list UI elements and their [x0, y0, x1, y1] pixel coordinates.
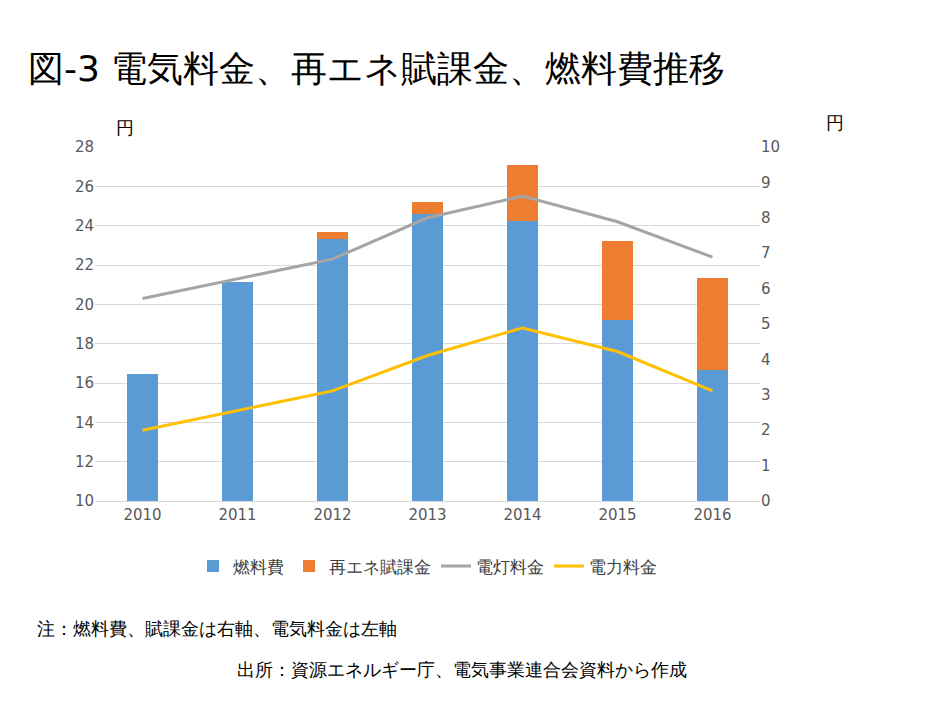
svg-text:注：燃料費、賦課金は右軸、電気料金は左軸: 注：燃料費、賦課金は右軸、電気料金は左軸 [37, 618, 397, 639]
svg-text:22: 22 [75, 256, 94, 274]
svg-text:18: 18 [75, 335, 94, 353]
svg-text:10: 10 [75, 492, 94, 510]
svg-text:2016: 2016 [693, 506, 731, 524]
svg-text:5: 5 [761, 315, 771, 333]
svg-text:2014: 2014 [503, 506, 541, 524]
svg-text:2010: 2010 [123, 506, 161, 524]
svg-text:図-3 電気料金、再エネ賦課金、燃料費推移: 図-3 電気料金、再エネ賦課金、燃料費推移 [28, 48, 725, 89]
svg-text:9: 9 [761, 174, 771, 192]
svg-text:4: 4 [761, 351, 771, 369]
svg-text:12: 12 [75, 453, 94, 471]
svg-text:8: 8 [761, 209, 771, 227]
svg-text:20: 20 [75, 296, 94, 314]
svg-text:7: 7 [761, 244, 771, 262]
svg-text:2013: 2013 [408, 506, 446, 524]
svg-text:1: 1 [761, 457, 771, 475]
svg-text:電灯料金: 電灯料金 [476, 557, 544, 577]
svg-text:14: 14 [75, 414, 94, 432]
svg-text:3: 3 [761, 386, 771, 404]
svg-text:出所：資源エネルギー庁、電気事業連合会資料から作成: 出所：資源エネルギー庁、電気事業連合会資料から作成 [237, 659, 687, 680]
svg-text:28: 28 [75, 138, 94, 156]
svg-text:円: 円 [116, 117, 134, 138]
svg-text:2011: 2011 [218, 506, 256, 524]
svg-text:6: 6 [761, 280, 771, 298]
svg-text:燃料費: 燃料費 [233, 557, 284, 577]
svg-text:10: 10 [761, 138, 780, 156]
svg-text:再エネ賦課金: 再エネ賦課金 [329, 557, 431, 577]
svg-text:26: 26 [75, 178, 94, 196]
svg-text:円: 円 [826, 112, 844, 133]
svg-text:2012: 2012 [313, 506, 351, 524]
svg-text:2: 2 [761, 421, 771, 439]
svg-text:電力料金: 電力料金 [589, 557, 657, 577]
svg-text:16: 16 [75, 374, 94, 392]
svg-text:2015: 2015 [598, 506, 636, 524]
svg-text:24: 24 [75, 217, 94, 235]
svg-text:0: 0 [761, 492, 771, 510]
